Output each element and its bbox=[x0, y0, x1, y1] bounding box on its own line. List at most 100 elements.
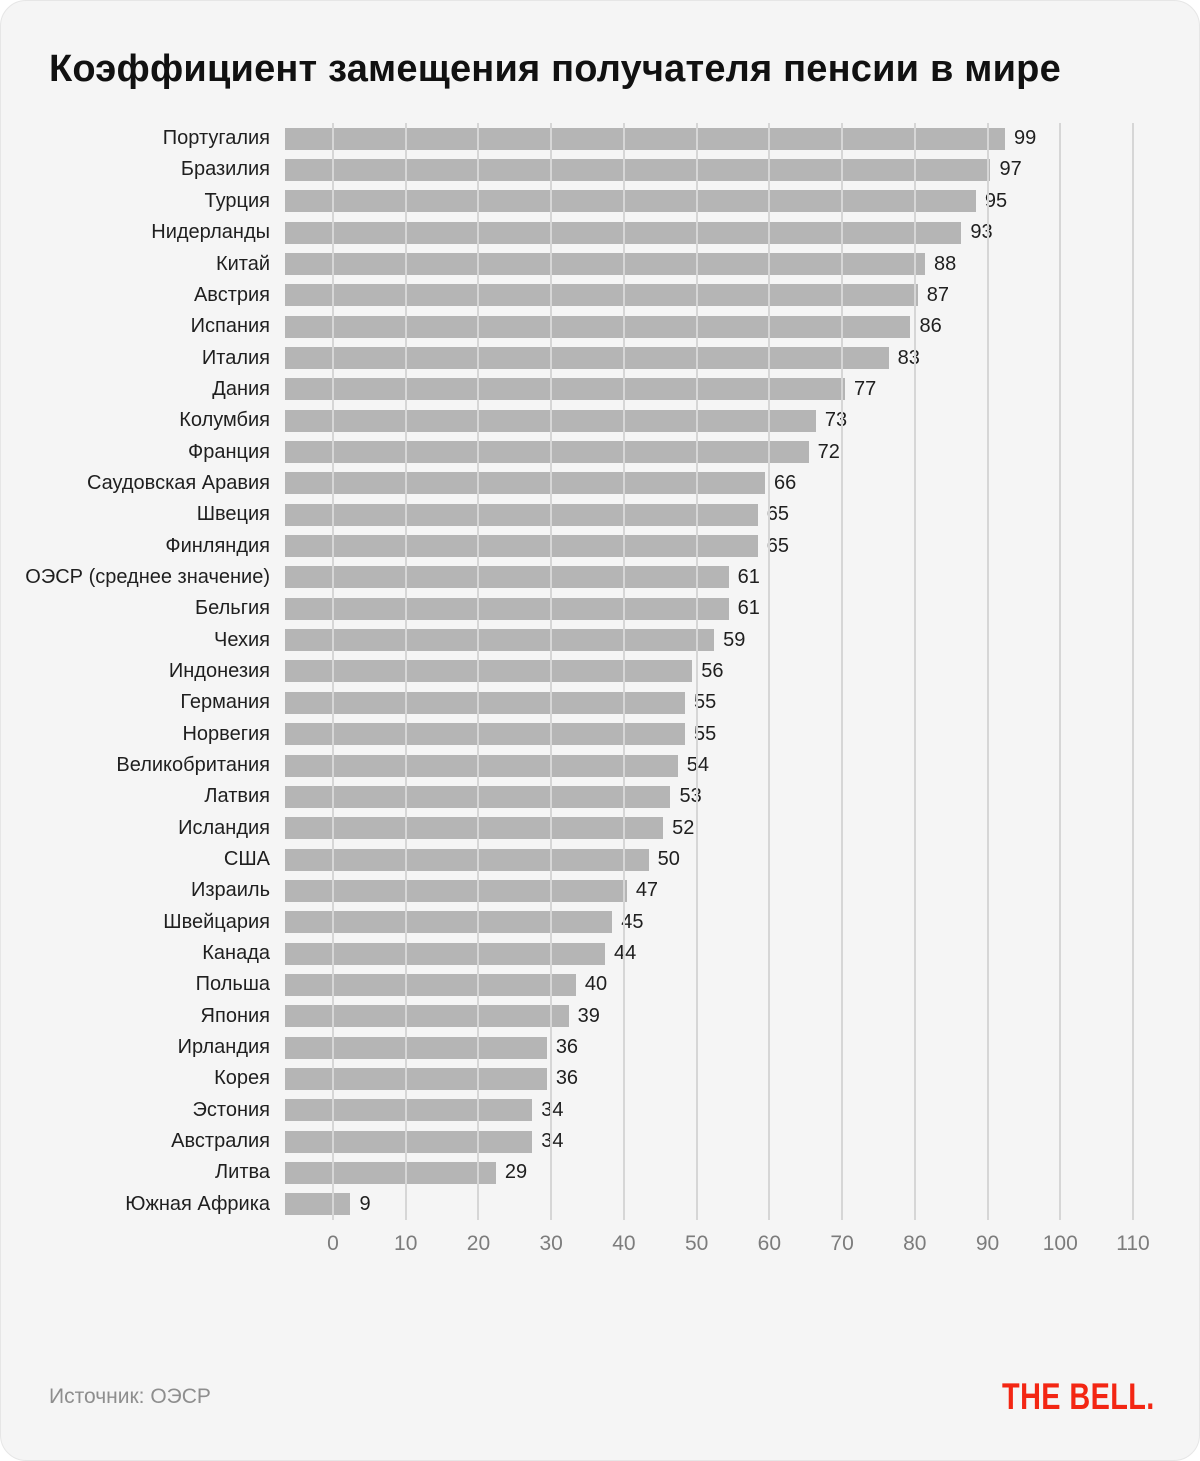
bar-row: Индонезия 56 bbox=[1, 656, 1199, 687]
value-label: 39 bbox=[577, 1004, 600, 1027]
bar-row: Норвегия 55 bbox=[1, 718, 1199, 749]
category-label: Франция bbox=[188, 440, 270, 463]
bar-row: Япония 39 bbox=[1, 1001, 1199, 1032]
category-label: Латвия bbox=[204, 785, 270, 808]
category-label: Саудовская Аравия bbox=[86, 471, 270, 494]
bar-track: 97 bbox=[285, 158, 1085, 181]
bar-track: 95 bbox=[285, 189, 1085, 213]
value-label: 34 bbox=[541, 1130, 564, 1153]
source-note: Источник: ОЭСР bbox=[49, 1385, 211, 1408]
bar bbox=[285, 1193, 351, 1216]
x-tick-label: 0 bbox=[327, 1231, 339, 1255]
bar bbox=[285, 785, 671, 808]
value-label: 59 bbox=[723, 628, 746, 651]
value-label: 86 bbox=[919, 315, 942, 338]
bar-row: Корея 36 bbox=[1, 1063, 1199, 1094]
category-label: Польша bbox=[195, 973, 270, 996]
bar-track: 39 bbox=[285, 1004, 1085, 1028]
bar-row: Франция 72 bbox=[1, 436, 1199, 467]
x-axis: 0 10 20 30 40 50 60 70 80 90 100 110 bbox=[327, 1220, 1150, 1264]
bar-track: 29 bbox=[285, 1161, 1085, 1184]
category-label: Исландия bbox=[178, 816, 270, 839]
bar-row: Саудовская Аравия 66 bbox=[1, 468, 1199, 499]
bar-row: Италия 83 bbox=[1, 342, 1199, 373]
value-label: 65 bbox=[766, 534, 789, 557]
category-label: Турция bbox=[204, 189, 270, 212]
bar bbox=[285, 754, 678, 777]
category-label: Дания bbox=[212, 377, 270, 400]
bar-row: США 50 bbox=[1, 844, 1199, 875]
bar-row: Польша 40 bbox=[1, 969, 1199, 1000]
value-label: 50 bbox=[657, 848, 680, 871]
category-label: Швейцария bbox=[163, 910, 270, 933]
category-label: Литва bbox=[215, 1161, 270, 1184]
bar bbox=[285, 848, 649, 871]
bar bbox=[285, 441, 809, 464]
bar-row: Швейцария 45 bbox=[1, 907, 1199, 938]
x-tick-label: 40 bbox=[612, 1231, 636, 1255]
value-label: 65 bbox=[766, 503, 789, 526]
bar-track: 50 bbox=[285, 848, 1085, 871]
bar-row: Нидерланды 93 bbox=[1, 217, 1199, 248]
category-label: Канада bbox=[202, 942, 270, 965]
bar-row: Канада 44 bbox=[1, 938, 1199, 969]
bar-track: 54 bbox=[285, 754, 1085, 777]
value-label: 47 bbox=[635, 879, 659, 902]
bar-track: 72 bbox=[285, 441, 1085, 464]
value-label: 29 bbox=[504, 1161, 528, 1184]
value-label: 55 bbox=[694, 691, 717, 714]
bar-track: 87 bbox=[285, 284, 1085, 307]
bar-track: 99 bbox=[285, 127, 1085, 150]
category-label: Германия bbox=[180, 691, 270, 714]
bar bbox=[285, 315, 911, 338]
bar-row: Финляндия 65 bbox=[1, 530, 1199, 561]
bar-row: Швеция 65 bbox=[1, 499, 1199, 530]
x-tick-label: 70 bbox=[830, 1231, 854, 1255]
bar-row: ОЭСР (среднее значение) 61 bbox=[1, 562, 1199, 593]
bar bbox=[285, 691, 685, 714]
bar-row: Литва 29 bbox=[1, 1157, 1199, 1188]
bar-track: 34 bbox=[285, 1130, 1085, 1153]
category-label: Финляндия bbox=[165, 534, 270, 557]
value-label: 95 bbox=[984, 189, 1008, 212]
bar-track: 86 bbox=[285, 315, 1085, 338]
bar-track: 66 bbox=[285, 472, 1085, 495]
x-tick-label: 10 bbox=[394, 1231, 418, 1255]
bar-row: Латвия 53 bbox=[1, 781, 1199, 812]
bar bbox=[285, 127, 1005, 150]
bar-row: Австралия 34 bbox=[1, 1126, 1199, 1157]
bar-track: 93 bbox=[285, 221, 1085, 244]
bar-track: 61 bbox=[285, 565, 1085, 589]
category-label: Южная Африка bbox=[125, 1192, 270, 1215]
bar bbox=[285, 503, 758, 526]
category-label: Ирландия bbox=[177, 1036, 270, 1059]
bar bbox=[285, 284, 918, 307]
value-label: 45 bbox=[621, 910, 644, 933]
value-label: 61 bbox=[737, 565, 760, 588]
bar-row: Израиль 47 bbox=[1, 875, 1199, 906]
bar-row: Ирландия 36 bbox=[1, 1032, 1199, 1063]
category-label: Норвегия bbox=[182, 722, 270, 745]
value-label: 40 bbox=[584, 973, 608, 996]
bar bbox=[285, 817, 664, 840]
bar-row: Португалия 99 bbox=[1, 123, 1199, 154]
bar bbox=[285, 566, 729, 589]
value-label: 77 bbox=[854, 377, 877, 400]
bar bbox=[285, 472, 765, 495]
bar-track: 36 bbox=[285, 1067, 1085, 1090]
bar-track: 53 bbox=[285, 785, 1085, 808]
bar bbox=[285, 723, 685, 746]
bar-rows: Португалия 99 Бразилия 97 Турция 95 Нидерланды… bbox=[1, 123, 1199, 1220]
x-tick-label: 110 bbox=[1116, 1231, 1150, 1255]
bar-track: 44 bbox=[285, 942, 1085, 965]
category-label: Португалия bbox=[162, 127, 270, 150]
bar-track: 55 bbox=[285, 691, 1085, 714]
value-label: 53 bbox=[679, 785, 702, 808]
category-label: Чехия bbox=[213, 628, 270, 651]
bar-track: 36 bbox=[285, 1036, 1085, 1059]
bar bbox=[285, 973, 576, 996]
category-label: Швеция bbox=[196, 503, 270, 526]
value-label: 9 bbox=[359, 1192, 371, 1215]
bar bbox=[285, 660, 693, 683]
bar-track: 83 bbox=[285, 347, 1085, 370]
